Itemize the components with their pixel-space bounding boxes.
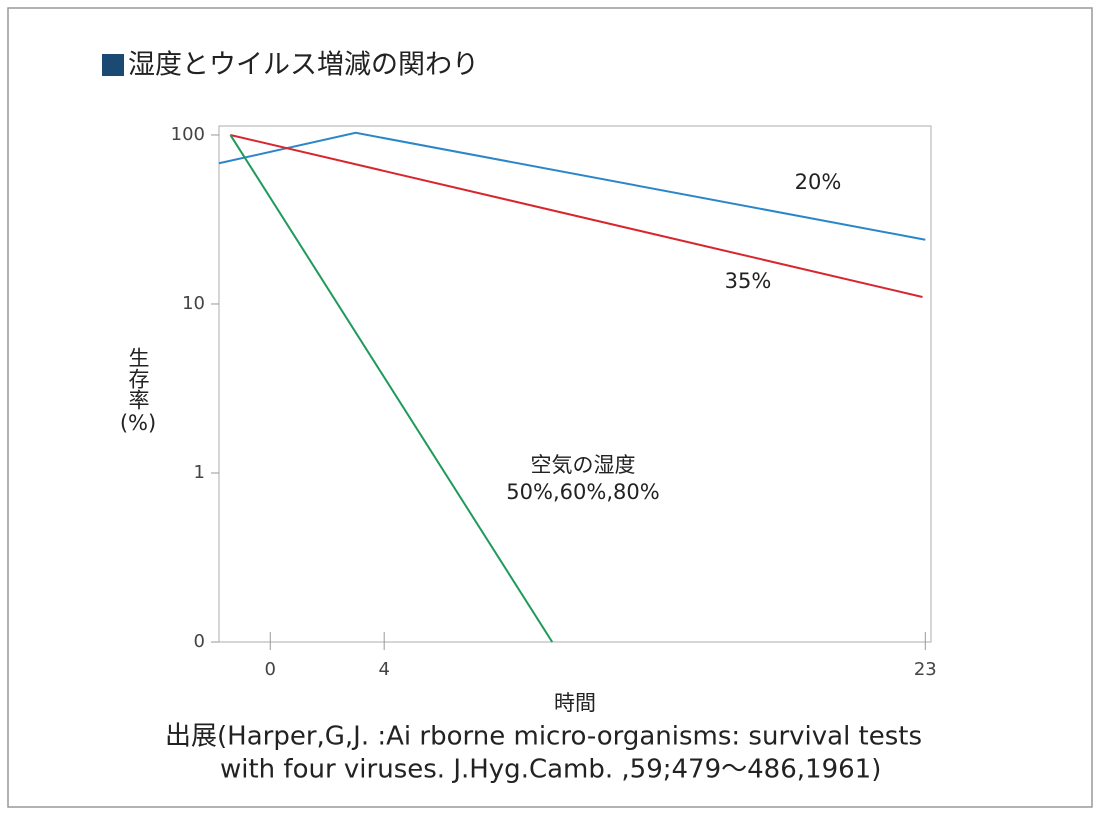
y-tick-label: 100 xyxy=(171,124,205,145)
y-tick-label: 0 xyxy=(194,631,205,652)
x-tick-label: 0 xyxy=(265,659,276,680)
y-axis-label: 生存率 xyxy=(126,347,150,410)
x-tick-label: 4 xyxy=(378,659,389,680)
series-label: 35% xyxy=(725,269,772,293)
annotation: 空気の湿度 xyxy=(531,453,636,477)
frame xyxy=(7,7,1093,808)
x-tick-label: 23 xyxy=(914,659,937,680)
series-label: 20% xyxy=(795,170,842,194)
source-line: 出展(Harper,G,J. :Ai rborne micro-organism… xyxy=(165,722,922,752)
y-tick-label: 1 xyxy=(194,462,205,483)
series-line xyxy=(230,133,923,298)
series-line xyxy=(229,134,554,643)
series-label: 50%,60%,80% xyxy=(506,480,659,504)
y-tick-label: 10 xyxy=(182,293,205,314)
chart-title: 湿度とウイルス増減の関わり xyxy=(128,50,479,81)
source-line: with four viruses. J.Hyg.Camb. ,59;479〜4… xyxy=(220,755,881,785)
title-marker xyxy=(102,54,124,76)
series-line xyxy=(218,131,926,241)
plot-frame xyxy=(218,125,932,643)
y-axis-unit: (%) xyxy=(120,411,156,435)
x-axis-label: 時間 xyxy=(554,691,596,715)
